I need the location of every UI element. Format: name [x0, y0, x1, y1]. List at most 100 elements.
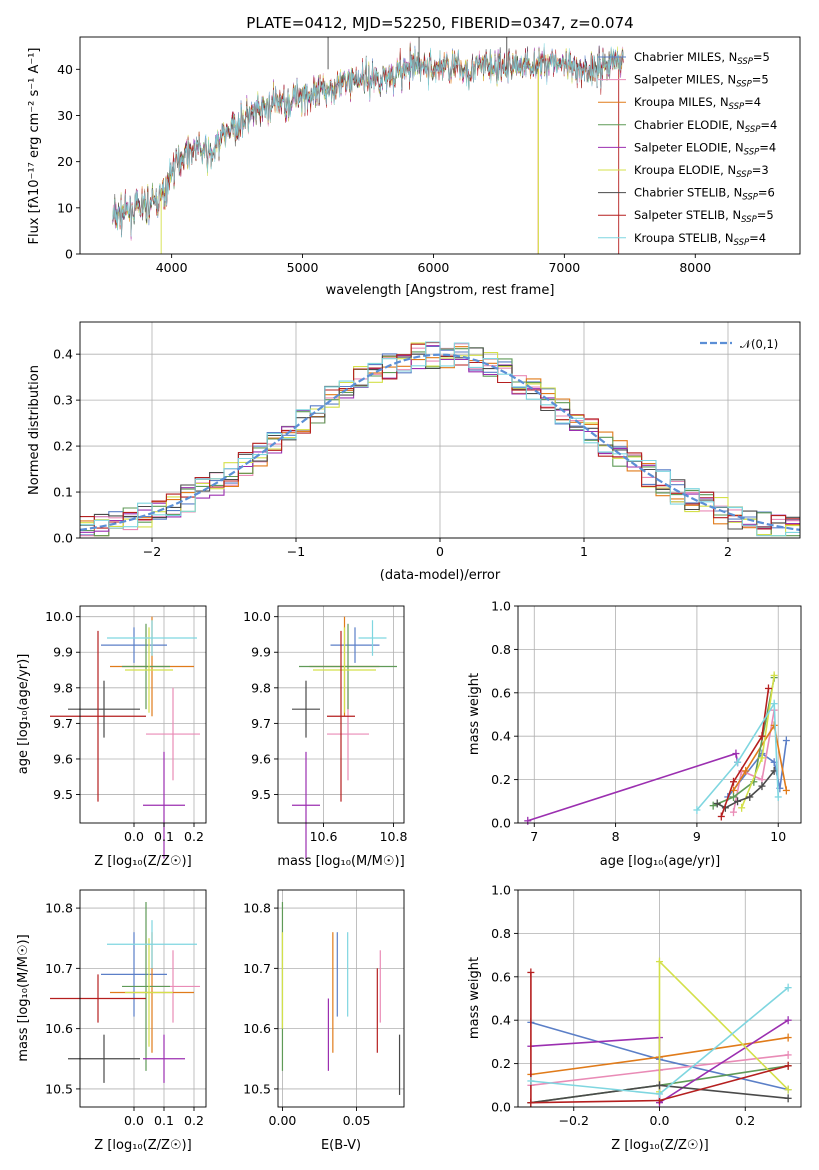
errorbar-point	[101, 932, 167, 1017]
x-axis-label: mass [log₁₀(M/M☉)]	[277, 854, 404, 869]
y-tick-label: 10.6	[45, 1021, 73, 1036]
x-tick-label: 0.00	[269, 1113, 297, 1128]
x-tick-label: 0.0	[650, 1113, 670, 1128]
y-tick-label: 10.0	[243, 609, 271, 624]
weight-line	[530, 972, 789, 1104]
y-tick-label: 9.9	[251, 645, 271, 660]
mass-vs-Z-panel: 0.0 0.1 0.2 10.5 10.6 10.7 10.8 Z [log₁₀(Z/Z☉)…	[16, 889, 207, 1153]
y-axis-label: mass weight	[467, 673, 482, 755]
x-tick-label: 0.0	[124, 829, 144, 844]
errorbar-point	[143, 1034, 185, 1083]
legend: 𝒩(0,1)	[700, 337, 778, 351]
y-tick-label: 0	[65, 247, 73, 262]
normal-curve	[79, 353, 801, 531]
legend-label: Salpeter ELODIE, NSSP=4	[634, 140, 776, 157]
y-tick-label: 9.7	[53, 716, 73, 731]
legend-label: Chabrier MILES, NSSP=5	[634, 50, 770, 67]
errorbar-point	[292, 680, 320, 738]
y-tick-label: 9.6	[251, 751, 271, 766]
errorbar-point	[299, 623, 397, 710]
x-axis-label: E(B-V)	[321, 1138, 361, 1153]
x-tick-label: −2	[143, 544, 161, 559]
legend-label: Kroupa STELIB, NSSP=4	[634, 231, 766, 248]
x-axis-label: Z [log₁₀(Z/Z☉)]	[94, 1138, 191, 1153]
y-tick-label: 9.7	[251, 716, 271, 731]
x-tick-label: 0.1	[154, 1113, 174, 1128]
y-tick-label: 0.0	[53, 531, 73, 546]
weight-line	[696, 700, 779, 811]
age-vs-Z-panel: 0.0 0.1 0.2 9.5 9.6 9.7 9.8 9.9 10.0 Z [log₁₀(Z/…	[16, 605, 207, 869]
legend-label: Salpeter MILES, NSSP=5	[634, 73, 769, 90]
weight-line	[732, 710, 775, 813]
histogram-panel: −2 −1 0 1 2 0.0 0.1 0.2 0.3 0.4 (data-model)/erro…	[27, 321, 801, 583]
errorbar-point	[101, 627, 167, 663]
x-tick-label: 5000	[287, 260, 319, 275]
x-tick-label: 10	[770, 829, 786, 844]
y-tick-label: 10.8	[243, 901, 271, 916]
errorbar-point	[146, 687, 200, 781]
spectrum-panel: PLATE=0412, MJD=52250, FIBERID=0347, z=0…	[27, 14, 801, 298]
x-tick-label: 10.6	[310, 829, 338, 844]
spectrum-axes-frame	[79, 36, 801, 255]
x-axis-label: age [log₁₀(age/yr)]	[600, 854, 721, 869]
legend-label: 𝒩(0,1)	[740, 337, 778, 351]
x-tick-label: 7	[530, 829, 538, 844]
y-tick-label: 40	[57, 62, 73, 77]
chart-title: PLATE=0412, MJD=52250, FIBERID=0347, z=0…	[246, 14, 633, 32]
y-tick-label: 10.7	[45, 961, 73, 976]
y-tick-label: 0.6	[491, 685, 511, 700]
y-tick-label: 9.5	[53, 787, 73, 802]
x-tick-label: 0.2	[184, 829, 204, 844]
x-tick-label: 4000	[156, 260, 188, 275]
x-axis-label: wavelength [Angstrom, rest frame]	[326, 283, 555, 298]
weight-vs-Z-panel: −0.2 0.0 0.2 0.0 0.2 0.4 0.6 0.8 1.0 Z [log₁₀(Z/…	[467, 883, 802, 1153]
weight-vs-age-panel: 7 8 9 10 0.0 0.2 0.4 0.6 0.8 1.0 age [log₁₀(age/y…	[467, 599, 802, 869]
x-tick-label: 8	[612, 829, 620, 844]
errorbar-point	[125, 627, 173, 713]
y-axis-label: Normed distribution	[27, 365, 42, 495]
x-tick-label: 10.8	[380, 829, 408, 844]
y-tick-label: 1.0	[491, 883, 511, 898]
x-tick-label: 0.1	[154, 829, 174, 844]
x-tick-label: −0.2	[559, 1113, 589, 1128]
errorbar-point	[330, 627, 380, 663]
weight-line	[712, 677, 775, 807]
x-tick-label: 8000	[679, 260, 711, 275]
spectrum-line	[112, 43, 624, 238]
mass-vs-ebv-panel: 0.00 0.05 10.5 10.6 10.7 10.8 E(B-V)	[243, 889, 405, 1153]
y-tick-label: 0.4	[53, 347, 73, 362]
y-tick-label: 9.9	[53, 645, 73, 660]
errorbar-point	[50, 974, 146, 1023]
x-tick-label: 0	[436, 544, 444, 559]
y-axis-label: Flux [fλ10⁻¹⁷ erg cm⁻² s⁻¹ A⁻¹]	[27, 48, 42, 245]
y-axis-label: mass [log₁₀(M/M☉)]	[16, 934, 31, 1061]
y-tick-label: 0.0	[491, 1100, 511, 1115]
histogram-step	[80, 341, 800, 537]
y-tick-label: 0.8	[491, 642, 511, 657]
y-tick-label: 0.2	[53, 439, 73, 454]
y-tick-label: 9.6	[53, 751, 73, 766]
y-tick-label: 10.0	[45, 609, 73, 624]
y-tick-label: 1.0	[491, 599, 511, 614]
x-axis-label: Z [log₁₀(Z/Z☉)]	[611, 1138, 708, 1153]
x-tick-label: 6000	[418, 260, 450, 275]
x-tick-label: 0.2	[735, 1113, 755, 1128]
y-tick-label: 0.0	[491, 816, 511, 831]
x-tick-label: 0.05	[343, 1113, 371, 1128]
errorbar-point	[313, 627, 376, 713]
y-tick-label: 10.5	[45, 1081, 73, 1096]
errorbar-point	[125, 938, 173, 1047]
x-axis-label: (data-model)/error	[380, 568, 501, 583]
errorbar-point	[107, 620, 197, 656]
legend-label: Chabrier STELIB, NSSP=6	[634, 186, 775, 203]
x-axis-label: Z [log₁₀(Z/Z☉)]	[94, 854, 191, 869]
y-axis-label: age [log₁₀(age/yr)]	[16, 654, 31, 775]
weight-line	[720, 688, 770, 817]
errorbar-point	[358, 620, 387, 656]
legend-label: Salpeter STELIB, NSSP=5	[634, 208, 774, 225]
y-tick-label: 9.5	[251, 787, 271, 802]
y-tick-label: 10.7	[243, 961, 271, 976]
y-tick-label: 10.6	[243, 1021, 271, 1036]
x-tick-label: 0.2	[184, 1113, 204, 1128]
